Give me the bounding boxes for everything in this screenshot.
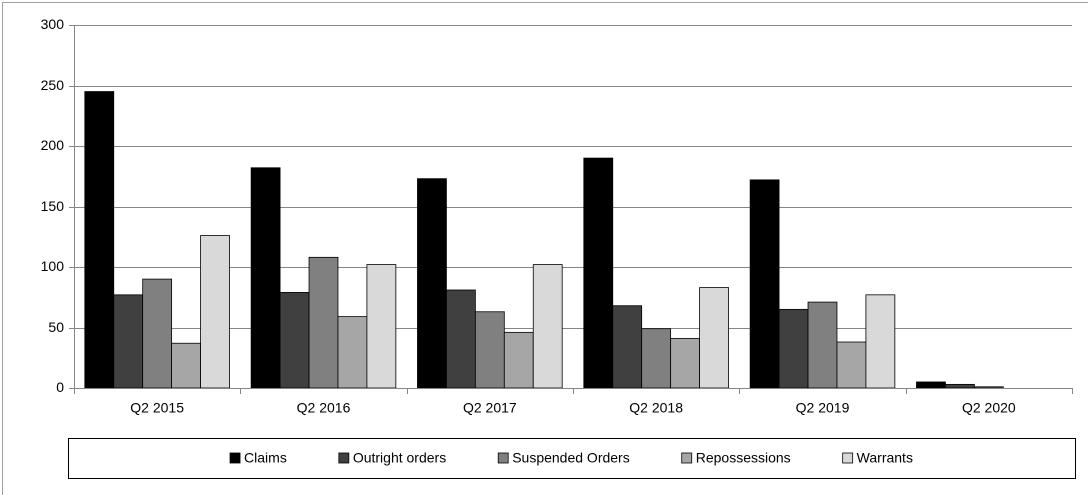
bar [250,167,281,389]
legend-label: Claims [244,450,287,466]
legend-swatch [229,452,241,464]
x-tick-label: Q2 2019 [796,400,850,416]
bar [337,316,368,389]
bar [532,264,563,389]
x-tick-label: Q2 2020 [962,400,1016,416]
bar [865,294,896,389]
legend-label: Warrants [857,450,913,466]
bar [142,278,173,389]
bar [916,381,946,389]
bar [583,157,614,389]
bar [670,337,700,389]
legend-box [68,438,1076,479]
y-tick-label: 200 [41,137,65,153]
legend-label: Outright orders [353,450,446,466]
y-tick-label: 50 [48,319,64,335]
legend-swatch [681,452,693,464]
bar [366,264,397,389]
x-tick-label: Q2 2016 [297,400,351,416]
bar [279,292,310,389]
bar [699,287,729,389]
bar [200,235,230,389]
legend-swatch [497,452,509,464]
legend-swatch [338,452,350,464]
bar [778,308,809,389]
bar [113,294,144,389]
bar [446,289,476,389]
x-tick-label: Q2 2018 [629,400,683,416]
bar [836,341,867,389]
bar [474,311,505,389]
bar [973,386,1004,389]
bar [749,179,780,389]
bar [807,301,838,389]
x-tick-label: Q2 2017 [463,400,517,416]
y-tick-label: 250 [41,77,65,93]
bar [171,342,201,389]
bar [945,383,975,389]
y-tick-label: 150 [41,198,65,214]
y-tick-label: 100 [41,258,65,274]
x-tick-label: Q2 2015 [130,400,184,416]
bar [503,331,534,389]
bar [84,91,115,389]
bar [308,256,339,389]
y-tick-label: 300 [41,16,65,32]
bar [612,305,643,389]
legend-swatch [842,452,854,464]
legend-label: Suspended Orders [512,450,630,466]
legend-label: Repossessions [696,450,791,466]
y-tick-label: 0 [56,379,64,395]
bar [641,328,672,389]
bar [417,178,447,389]
